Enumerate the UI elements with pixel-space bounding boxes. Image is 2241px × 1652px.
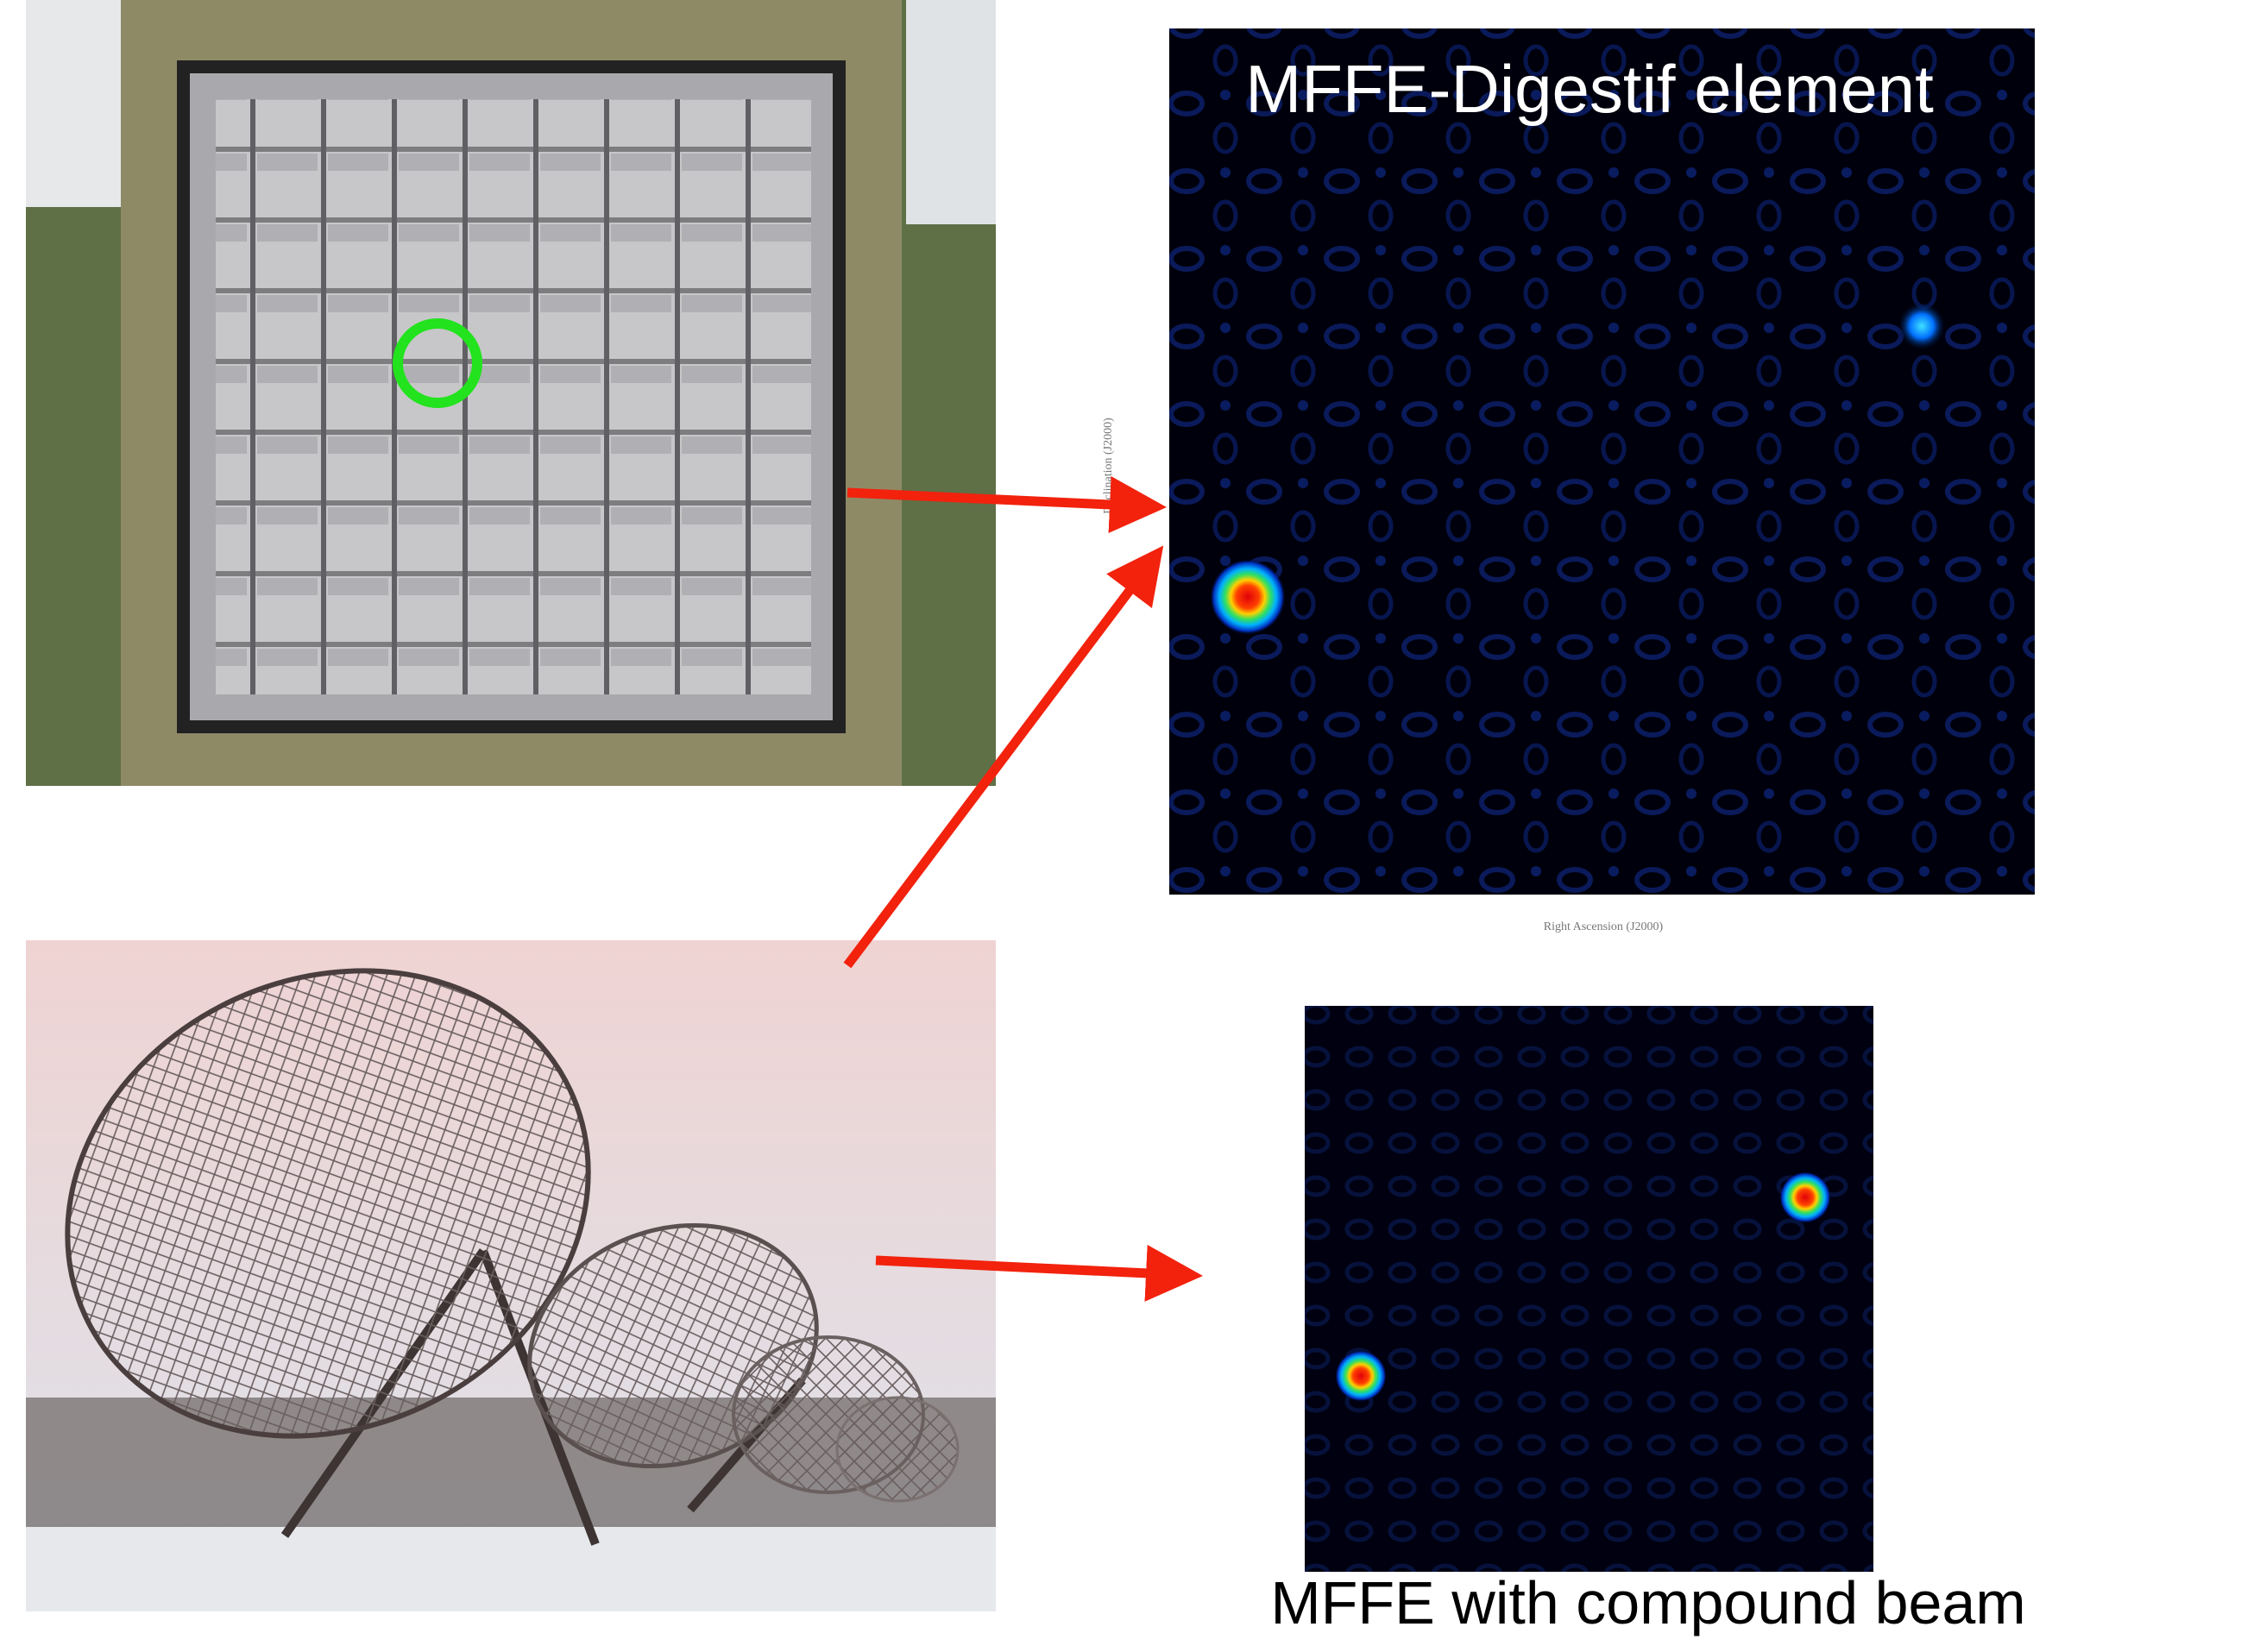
y-axis-label: Declination (J2000) bbox=[1102, 418, 1115, 514]
slide: MFFE-Digestif element Right Ascension (J… bbox=[0, 0, 2241, 1652]
x-axis-label: Right Ascension (J2000) bbox=[1544, 920, 1664, 933]
page: MFFE-Digestif element Right Ascension (J… bbox=[0, 0, 2241, 1652]
plot-caption: MFFE with compound beam bbox=[1270, 1569, 2025, 1636]
array-photo bbox=[26, 0, 996, 786]
top-plot: MFFE-Digestif element Right Ascension (J… bbox=[1102, 28, 2035, 933]
dishes-photo bbox=[0, 887, 996, 1611]
plot-title: MFFE-Digestif element bbox=[1245, 51, 1934, 127]
bottom-plot: MFFE with compound beam bbox=[1270, 1006, 2025, 1636]
